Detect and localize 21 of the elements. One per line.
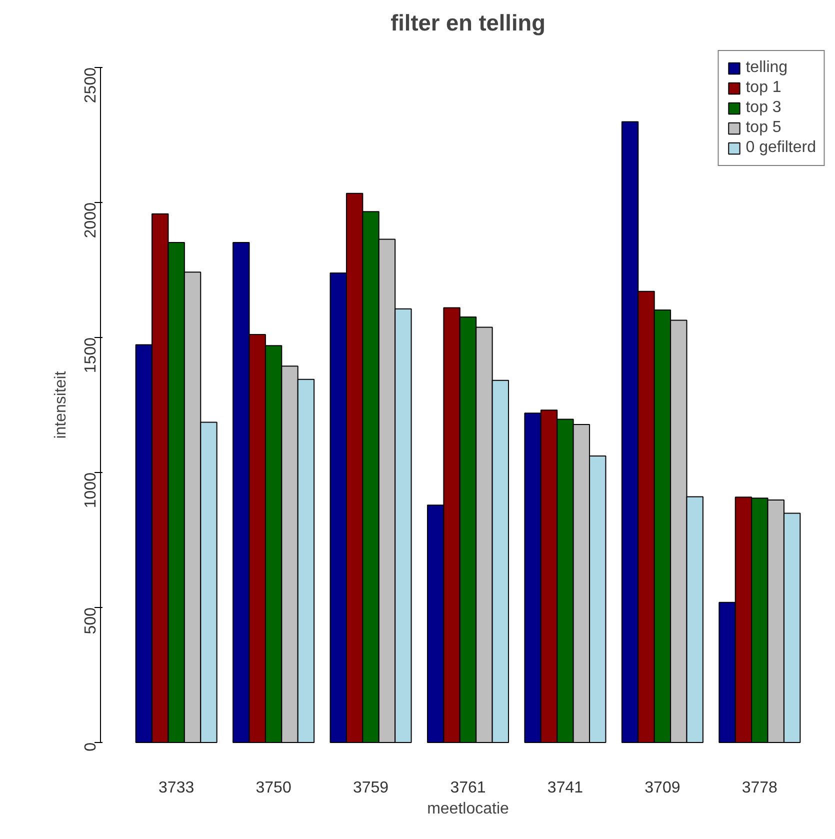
legend-label: top 1	[746, 79, 782, 97]
x-tick-label: 3709	[644, 780, 680, 796]
x-tick-label: 3741	[547, 780, 584, 796]
x-tick-label: 3733	[158, 780, 194, 796]
legend-label: top 3	[746, 99, 782, 117]
chart-title: filter en telling	[390, 10, 546, 36]
y-tick-label: 500	[82, 607, 100, 634]
y-tick-label: 1000	[82, 472, 100, 508]
legend-label: telling	[746, 59, 788, 77]
y-axis-title: intensiteit	[52, 370, 70, 439]
x-tick-label: 3778	[742, 780, 778, 796]
x-tick-label: 3750	[256, 780, 292, 796]
x-tick-label: 3761	[450, 780, 486, 796]
legend-label: top 5	[746, 119, 782, 137]
x-tick-label: 3759	[352, 780, 389, 796]
x-axis-title: meetlocatie	[427, 800, 510, 818]
legend-label: 0 gefilterd	[746, 139, 816, 157]
y-tick-label: 2500	[82, 67, 100, 104]
y-tick-label: 1500	[82, 337, 100, 374]
y-tick-label: 2000	[82, 202, 100, 238]
y-tick-label: 0	[82, 742, 100, 752]
